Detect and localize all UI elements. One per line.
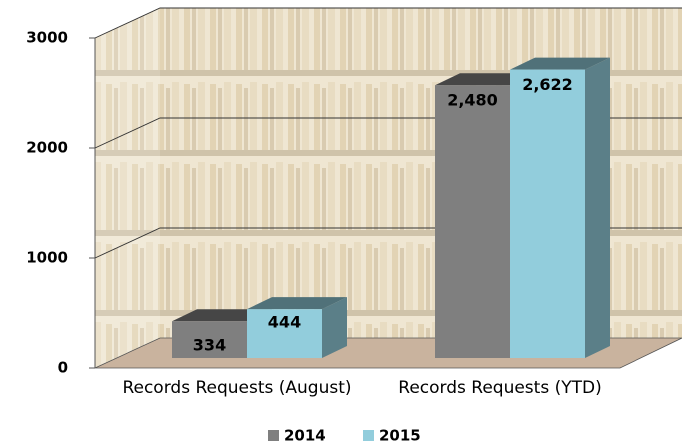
bar-side xyxy=(585,57,610,358)
data-label: 2,480 xyxy=(447,91,498,110)
bar-front xyxy=(172,321,247,358)
legend-swatch xyxy=(268,430,279,441)
data-label: 444 xyxy=(268,313,301,332)
data-label: 2,622 xyxy=(522,75,573,94)
legend-label: 2015 xyxy=(379,427,421,445)
grid-line xyxy=(94,7,682,39)
bar-side xyxy=(322,297,347,358)
data-label: 334 xyxy=(193,336,226,355)
bar xyxy=(247,297,347,358)
bar-front xyxy=(435,85,510,358)
bar-top xyxy=(510,57,610,70)
x-tick-label: Records Requests (August) xyxy=(122,378,352,398)
side-wall xyxy=(95,8,160,368)
x-tick-label: Records Requests (YTD) xyxy=(398,378,602,398)
bar-top xyxy=(247,297,347,310)
y-tick-label: 3000 xyxy=(26,29,68,47)
y-tick-label: 0 xyxy=(58,359,68,377)
bar-front xyxy=(510,69,585,358)
legend-label: 2014 xyxy=(284,427,326,445)
legend-swatch xyxy=(363,430,374,441)
bar xyxy=(510,57,610,358)
bar-front xyxy=(247,309,322,358)
y-tick-label: 2000 xyxy=(26,139,68,157)
y-tick-label: 1000 xyxy=(26,249,68,267)
